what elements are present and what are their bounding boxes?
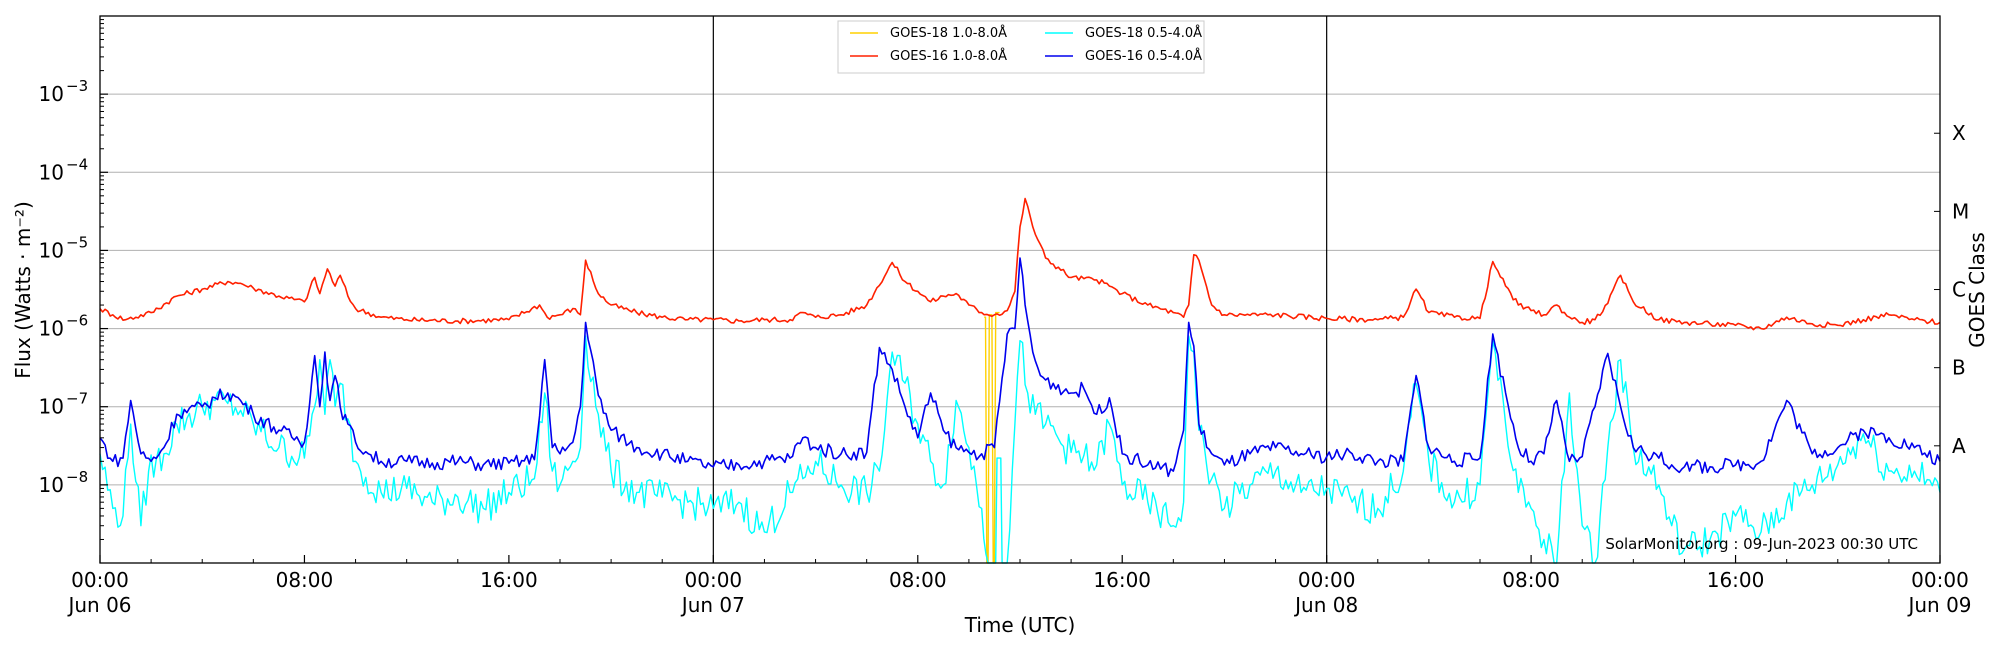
x-tick-date-label: Jun 09 [1906, 593, 1971, 617]
goes-class-label: M [1952, 199, 1969, 223]
goes-class-label: X [1952, 121, 1966, 145]
x-axis-title: Time (UTC) [964, 613, 1076, 637]
y-tick-exponent: −3 [66, 77, 88, 95]
y-tick-label: 10 [39, 317, 64, 341]
series-line-1 [984, 311, 1000, 564]
y-tick-exponent: −7 [66, 390, 88, 408]
goes-class-label: A [1952, 434, 1966, 458]
x-tick-label: 08:00 [889, 568, 947, 592]
goes-class-label: B [1952, 356, 1966, 380]
x-tick-date-label: Jun 08 [1293, 593, 1358, 617]
legend-label: GOES-18 0.5-4.0Å [1085, 25, 1202, 41]
y-tick-exponent: −5 [66, 233, 88, 251]
legend-box [837, 20, 1205, 74]
y-axis-title: Flux (Watts · m⁻²) [11, 201, 35, 379]
x-tick-label: 16:00 [480, 568, 538, 592]
x-tick-date-label: Jun 07 [680, 593, 745, 617]
credit-text: SolarMonitor.org : 09-Jun-2023 00:30 UTC [1605, 535, 1918, 553]
right-axis-title: GOES Class [1965, 232, 1989, 348]
legend: GOES-18 1.0-8.0Å GOES-16 1.0-8.0Å GOES-18 … [837, 20, 1205, 74]
series-line-2 [99, 197, 1941, 331]
x-tick-label: 16:00 [1093, 568, 1151, 592]
x-tick-label: 08:00 [276, 568, 334, 592]
x-tick-label: 00:00 [685, 568, 743, 592]
y-tick-exponent: −6 [66, 312, 88, 330]
series-layer [99, 197, 1941, 564]
y-tick-label: 10 [39, 238, 64, 262]
legend-label: GOES-16 0.5-4.0Å [1085, 48, 1202, 64]
x-tick-label: 00:00 [1298, 568, 1356, 592]
x-tick-label: 08:00 [1502, 568, 1560, 592]
series-line-4 [99, 257, 1941, 478]
y-tick-label: 10 [39, 473, 64, 497]
x-tick-label: 00:00 [71, 568, 129, 592]
y-tick-exponent: −4 [66, 155, 88, 173]
goes-class-label: C [1952, 278, 1966, 302]
legend-label: GOES-16 1.0-8.0Å [890, 48, 1007, 64]
day-boundary-lines [712, 16, 1328, 563]
y-tick-exponent: −8 [66, 468, 88, 486]
y-tick-label: 10 [39, 160, 64, 184]
goes-class-labels: A B C M X [1934, 121, 1969, 458]
y-tick-label: 10 [39, 395, 64, 419]
y-tick-label: 10 [39, 82, 64, 106]
x-tick-label: 16:00 [1707, 568, 1765, 592]
legend-label: GOES-18 1.0-8.0Å [890, 25, 1007, 41]
x-tick-label: 00:00 [1911, 568, 1969, 592]
x-tick-date-label: Jun 06 [66, 593, 131, 617]
